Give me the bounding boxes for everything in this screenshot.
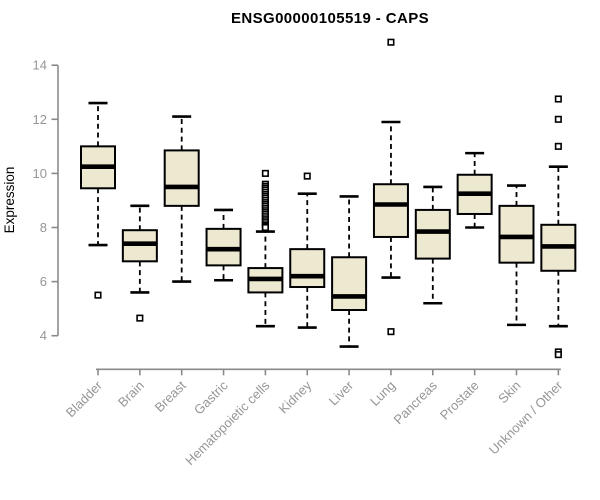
outlier-point [387,38,395,46]
y-tick-label: 14 [33,58,47,73]
iqr-box [498,204,535,264]
outlier-point [554,115,562,123]
y-tick-label: 6 [40,274,47,289]
x-category-label-liver: Liver [326,377,357,408]
outlier-point [554,142,562,150]
x-category-label-kidney: Kidney [276,377,315,416]
outlier-point [554,95,562,103]
boxplot-breast [163,115,200,283]
outlier-point [136,314,144,322]
outlier-point [303,172,311,180]
outlier-point [387,328,395,336]
x-category-label-brain: Brain [115,378,147,410]
boxplot-skin [498,184,535,327]
chart-title: ENSG00000105519 - CAPS [231,10,429,27]
boxplot-lung [372,38,409,336]
outlier-point [261,169,269,177]
x-category-label-skin: Skin [495,378,523,406]
boxplot-bladder [80,101,116,299]
y-tick-label: 4 [40,328,47,343]
boxplot-liver [331,195,368,348]
boxplot-hematopoietic-cells [247,169,284,328]
iqr-box [372,183,409,238]
boxplot-prostate [456,151,493,229]
boxplot-brain [121,204,158,322]
boxplot-unknown-other [540,95,577,359]
y-axis-label: Expression [2,167,17,234]
outlier-point [554,351,562,359]
boxplot-gastric [205,208,242,282]
outlier-point [261,223,269,232]
y-tick-label: 8 [40,220,47,235]
iqr-box [289,248,326,289]
outlier-point [94,291,102,299]
iqr-box [414,208,451,260]
boxplot-pancreas [414,185,451,305]
x-category-label-pancreas: Pancreas [390,377,440,427]
x-category-label-unknown-other: Unknown / Other [486,377,566,457]
boxplot-kidney [289,172,326,329]
x-category-label-prostate: Prostate [437,378,482,423]
x-category-label-gastric: Gastric [191,377,231,417]
iqr-box [163,149,200,207]
x-category-label-bladder: Bladder [63,377,106,420]
y-tick-label: 10 [33,166,47,181]
x-category-label-breast: Breast [152,378,189,415]
x-category-label-lung: Lung [367,378,398,409]
y-tick-label: 12 [33,112,47,127]
data-layer [80,38,577,359]
iqr-box [331,256,368,312]
